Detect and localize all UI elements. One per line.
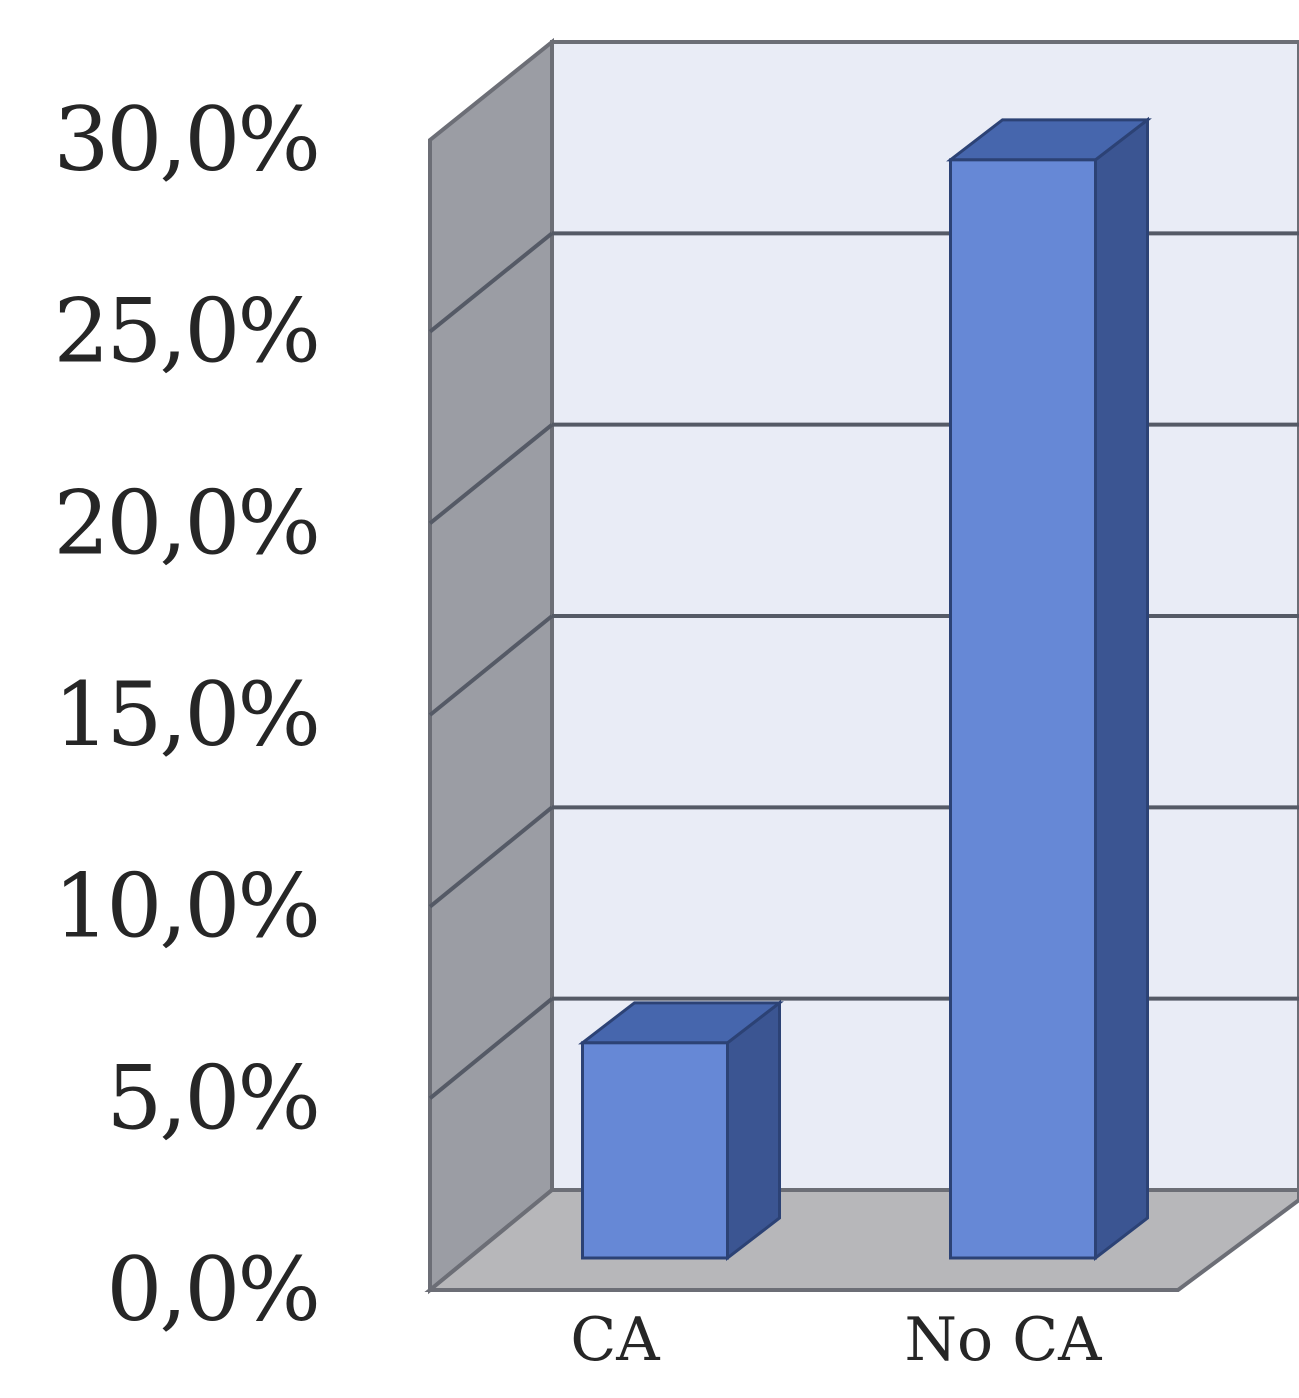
y-tick-label: 30,0%	[53, 88, 318, 191]
x-tick-label: No CA	[905, 1305, 1103, 1375]
gridline-side	[428, 997, 554, 1100]
y-tick-label: 0,0%	[106, 1238, 318, 1341]
bar-front	[581, 1041, 729, 1260]
y-tick-label: 15,0%	[53, 663, 318, 766]
bars	[578, 116, 1152, 1262]
bar-no-ca	[946, 116, 1152, 1262]
chart-walls	[424, 37, 1299, 1295]
gridline-side	[428, 423, 554, 525]
bar-side	[726, 999, 781, 1262]
y-tick-label: 5,0%	[106, 1046, 318, 1149]
gridline-side	[428, 231, 554, 334]
bar-front	[949, 158, 1097, 1260]
gridlines	[428, 231, 1299, 1100]
y-axis: 0,0% 5,0% 10,0% 15,0% 20,0% 25,0% 30,0%	[53, 88, 321, 1341]
x-tick-label: CA	[570, 1305, 660, 1375]
y-tick-label: 25,0%	[53, 280, 318, 383]
gridline-side	[428, 805, 554, 909]
bar-ca	[578, 999, 784, 1262]
x-axis: CA No CA	[570, 1305, 1102, 1375]
chart-floor	[424, 1188, 1299, 1292]
y-tick-label: 10,0%	[53, 855, 318, 958]
y-tick-label: 20,0%	[53, 471, 318, 574]
bar-side	[1094, 116, 1149, 1262]
gridline-side	[428, 614, 554, 717]
